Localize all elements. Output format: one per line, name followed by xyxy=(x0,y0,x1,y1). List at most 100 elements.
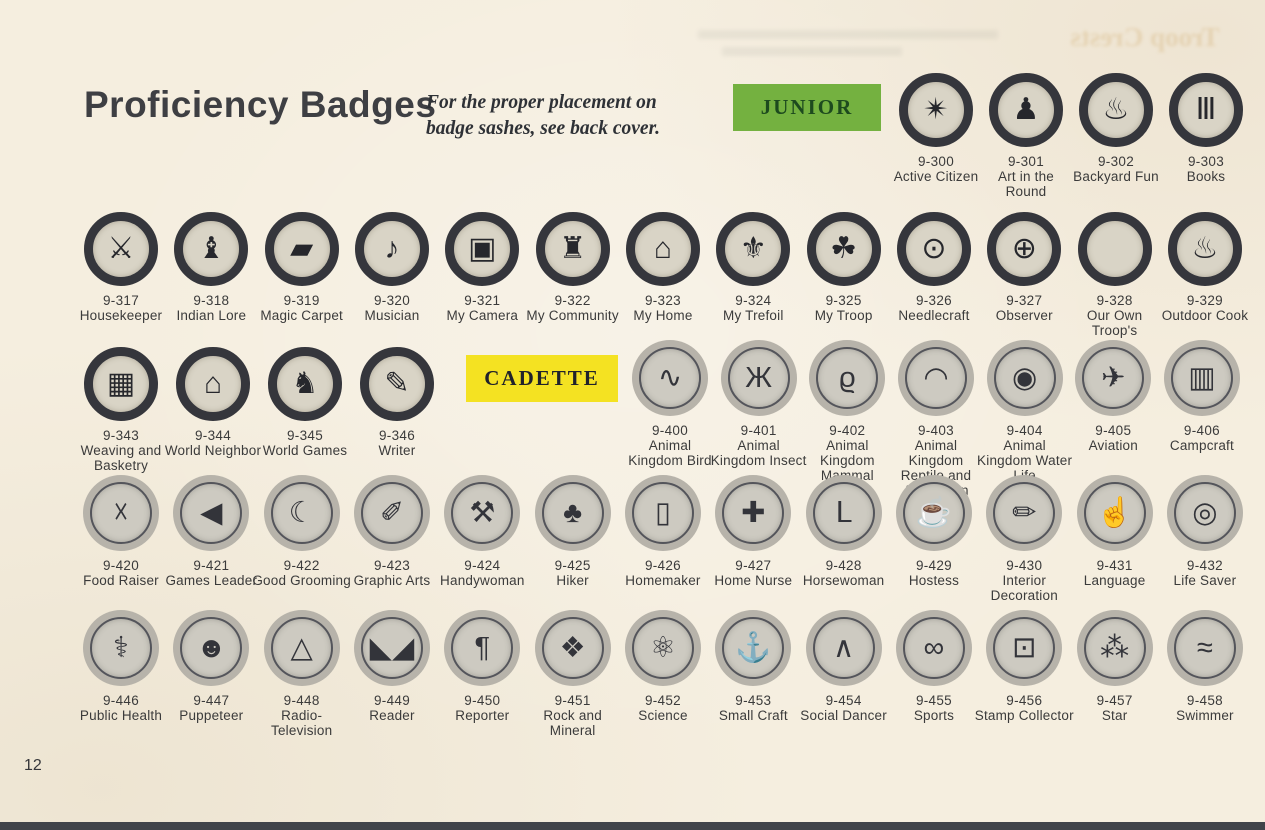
badge-number: 9-403 xyxy=(917,423,954,438)
treble-clef-icon: ♪ xyxy=(384,232,400,265)
badge-label: Interior Decoration xyxy=(990,573,1058,604)
badge-number: 9-424 xyxy=(464,558,501,573)
badge-9-448: △ 9-448 Radio-Television xyxy=(258,610,346,738)
badge-number: 9-402 xyxy=(829,423,866,438)
badge-label: Animal Kingdom Water Life xyxy=(977,438,1073,484)
badge-label: Sports xyxy=(913,708,955,723)
badge-9-424: ⚒ 9-424 Handywoman xyxy=(438,475,526,603)
badge-number: 9-458 xyxy=(1186,693,1223,708)
badge-9-329: ♨ 9-329 Outdoor Cook xyxy=(1161,212,1249,338)
badge-9-346: ✎ 9-346 Writer xyxy=(353,347,441,473)
badge-9-432: ◎ 9-432 Life Saver xyxy=(1161,475,1249,603)
badge-label: Stamp Collector xyxy=(974,708,1074,723)
page-title: Proficiency Badges xyxy=(84,84,437,125)
scroll-icon: ✎ xyxy=(384,367,410,400)
badge-9-453: ⚓ 9-453 Small Craft xyxy=(709,610,797,738)
badge-number: 9-423 xyxy=(373,558,410,573)
trefoil-outline-icon: ⚜ xyxy=(739,232,767,265)
badge-number: 9-457 xyxy=(1096,693,1133,708)
badge-number: 9-326 xyxy=(915,293,952,308)
teapot-icon: ☕ xyxy=(915,496,952,529)
badge-9-454: ∧ 9-454 Social Dancer xyxy=(800,610,888,738)
badge-label: My Troop xyxy=(814,308,873,323)
anchor-icon: ⚓ xyxy=(735,631,772,664)
badge-number: 9-325 xyxy=(825,293,862,308)
badge-9-303: Ⅲ 9-303 Books xyxy=(1162,73,1250,199)
badge-label: Campcraft xyxy=(1169,438,1234,453)
badge-label: Public Health xyxy=(79,708,163,723)
badge-medallion: ◠ xyxy=(904,347,967,409)
badge-number: 9-421 xyxy=(193,558,230,573)
squirrel-icon: ϱ xyxy=(839,361,856,394)
badge-medallion: ☻ xyxy=(180,617,243,679)
rocks-icon: ❖ xyxy=(559,631,586,664)
badge-label: My Trefoil xyxy=(723,308,784,323)
building-rays-icon: ♜ xyxy=(559,232,587,265)
badge-label: Observer xyxy=(995,308,1053,323)
bleed-through-smudge xyxy=(722,47,902,56)
badge-number: 9-321 xyxy=(464,293,501,308)
badge-label: Graphic Arts xyxy=(353,573,431,588)
camp-basket-icon: ▥ xyxy=(1188,361,1216,394)
badge-medallion: ▦ xyxy=(84,347,158,421)
badge-label: Backyard Fun xyxy=(1073,169,1159,184)
badge-medallion: ✴ xyxy=(899,73,973,147)
badge-label: Science xyxy=(638,708,688,723)
badge-label: Active Citizen xyxy=(893,169,979,184)
badge-number: 9-404 xyxy=(1006,423,1043,438)
books-icon: Ⅲ xyxy=(1195,93,1217,126)
badge-medallion: ⊕ xyxy=(987,212,1062,286)
badge-number: 9-323 xyxy=(644,293,681,308)
signing-hand-icon: ☝ xyxy=(1096,496,1133,529)
badge-9-420: ☓ 9-420 Food Raiser xyxy=(77,475,165,603)
badge-number: 9-422 xyxy=(283,558,320,573)
sports-equipment-icon: ∞ xyxy=(923,631,945,664)
megaphone-icon: ◀ xyxy=(200,496,223,529)
badge-label: Language xyxy=(1083,573,1146,588)
badge-medallion: Ж xyxy=(727,347,790,409)
badge-label: Animal Kingdom Mammal xyxy=(819,438,875,484)
badge-medallion: ♨ xyxy=(1167,212,1242,286)
badge-medallion: ∞ xyxy=(902,617,965,679)
badge-9-301: ♟ 9-301 Art in the Round xyxy=(982,73,1070,199)
badge-9-319: ▰ 9-319 Magic Carpet xyxy=(258,212,346,338)
statue-icon: ♟ xyxy=(1012,93,1040,126)
badge-medallion xyxy=(1077,212,1152,286)
badge-number: 9-329 xyxy=(1186,293,1223,308)
badge-number: 9-319 xyxy=(283,293,320,308)
placement-note: For the proper placement on badge sashes… xyxy=(426,90,716,142)
badge-label: Our Own Troop's xyxy=(1086,308,1143,339)
badge-medallion: ◉ xyxy=(993,347,1056,409)
note-line-1: For the proper placement on xyxy=(426,92,657,113)
seashell-icon: ◉ xyxy=(1011,361,1038,394)
badge-label: Hostess xyxy=(908,573,960,588)
embroidery-hoop-icon: ⊙ xyxy=(921,232,947,265)
badge-9-317: ⚔ 9-317 Housekeeper xyxy=(77,212,165,338)
page-bottom-edge xyxy=(0,822,1265,830)
badge-medallion: ⚒ xyxy=(451,482,514,544)
indian-figure-icon: ♝ xyxy=(197,232,225,265)
badge-label: Swimmer xyxy=(1176,708,1234,723)
badge-medallion: Ⅼ xyxy=(812,482,875,544)
slipper-mirror-icon: ☾ xyxy=(288,496,315,529)
badge-9-446: ⚕ 9-446 Public Health xyxy=(77,610,165,738)
badge-9-422: ☾ 9-422 Good Grooming xyxy=(252,475,351,603)
hearth-icon: ⌂ xyxy=(653,232,673,265)
badge-9-447: ☻ 9-447 Puppeteer xyxy=(167,610,255,738)
badge-medallion: ¶ xyxy=(451,617,514,679)
badge-row-cadette-1: ∿ 9-400 Animal Kingdom Bird Ж 9-401 Animal Ki… xyxy=(626,340,1246,498)
badge-number: 9-456 xyxy=(1006,693,1043,708)
badge-medallion: ▣ xyxy=(445,212,520,286)
badge-medallion: ♝ xyxy=(174,212,249,286)
badge-number: 9-448 xyxy=(283,693,320,708)
badge-number: 9-432 xyxy=(1186,558,1223,573)
badge-medallion: ✏ xyxy=(993,482,1056,544)
badge-label: Reader xyxy=(369,708,415,723)
badge-number: 9-429 xyxy=(915,558,952,573)
badge-number: 9-405 xyxy=(1095,423,1132,438)
paint-roller-icon: ✐ xyxy=(379,496,405,529)
badge-number: 9-302 xyxy=(1097,154,1135,169)
badge-9-427: ✚ 9-427 Home Nurse xyxy=(709,475,797,603)
badge-label: Aviation xyxy=(1088,438,1138,453)
